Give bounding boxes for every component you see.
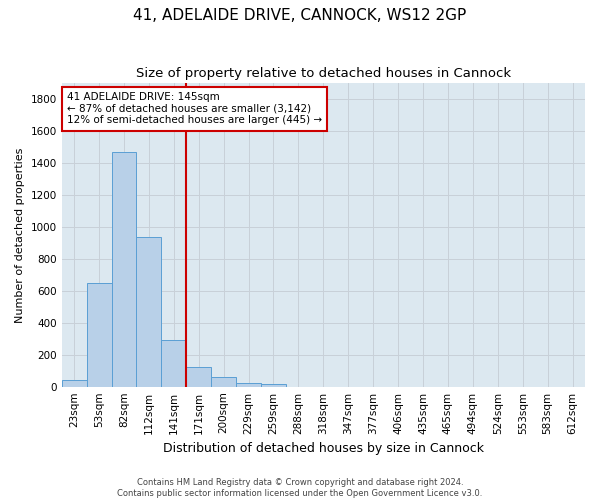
Bar bbox=[112, 152, 136, 386]
Bar bbox=[62, 380, 86, 386]
Bar bbox=[86, 283, 112, 387]
Bar bbox=[236, 383, 261, 386]
Text: 41 ADELAIDE DRIVE: 145sqm
← 87% of detached houses are smaller (3,142)
12% of se: 41 ADELAIDE DRIVE: 145sqm ← 87% of detac… bbox=[67, 92, 322, 126]
Y-axis label: Number of detached properties: Number of detached properties bbox=[15, 147, 25, 322]
Title: Size of property relative to detached houses in Cannock: Size of property relative to detached ho… bbox=[136, 68, 511, 80]
Bar bbox=[161, 340, 186, 386]
Bar bbox=[261, 384, 286, 386]
Bar bbox=[136, 238, 161, 386]
Bar bbox=[186, 366, 211, 386]
X-axis label: Distribution of detached houses by size in Cannock: Distribution of detached houses by size … bbox=[163, 442, 484, 455]
Text: Contains HM Land Registry data © Crown copyright and database right 2024.
Contai: Contains HM Land Registry data © Crown c… bbox=[118, 478, 482, 498]
Bar bbox=[211, 377, 236, 386]
Text: 41, ADELAIDE DRIVE, CANNOCK, WS12 2GP: 41, ADELAIDE DRIVE, CANNOCK, WS12 2GP bbox=[133, 8, 467, 22]
